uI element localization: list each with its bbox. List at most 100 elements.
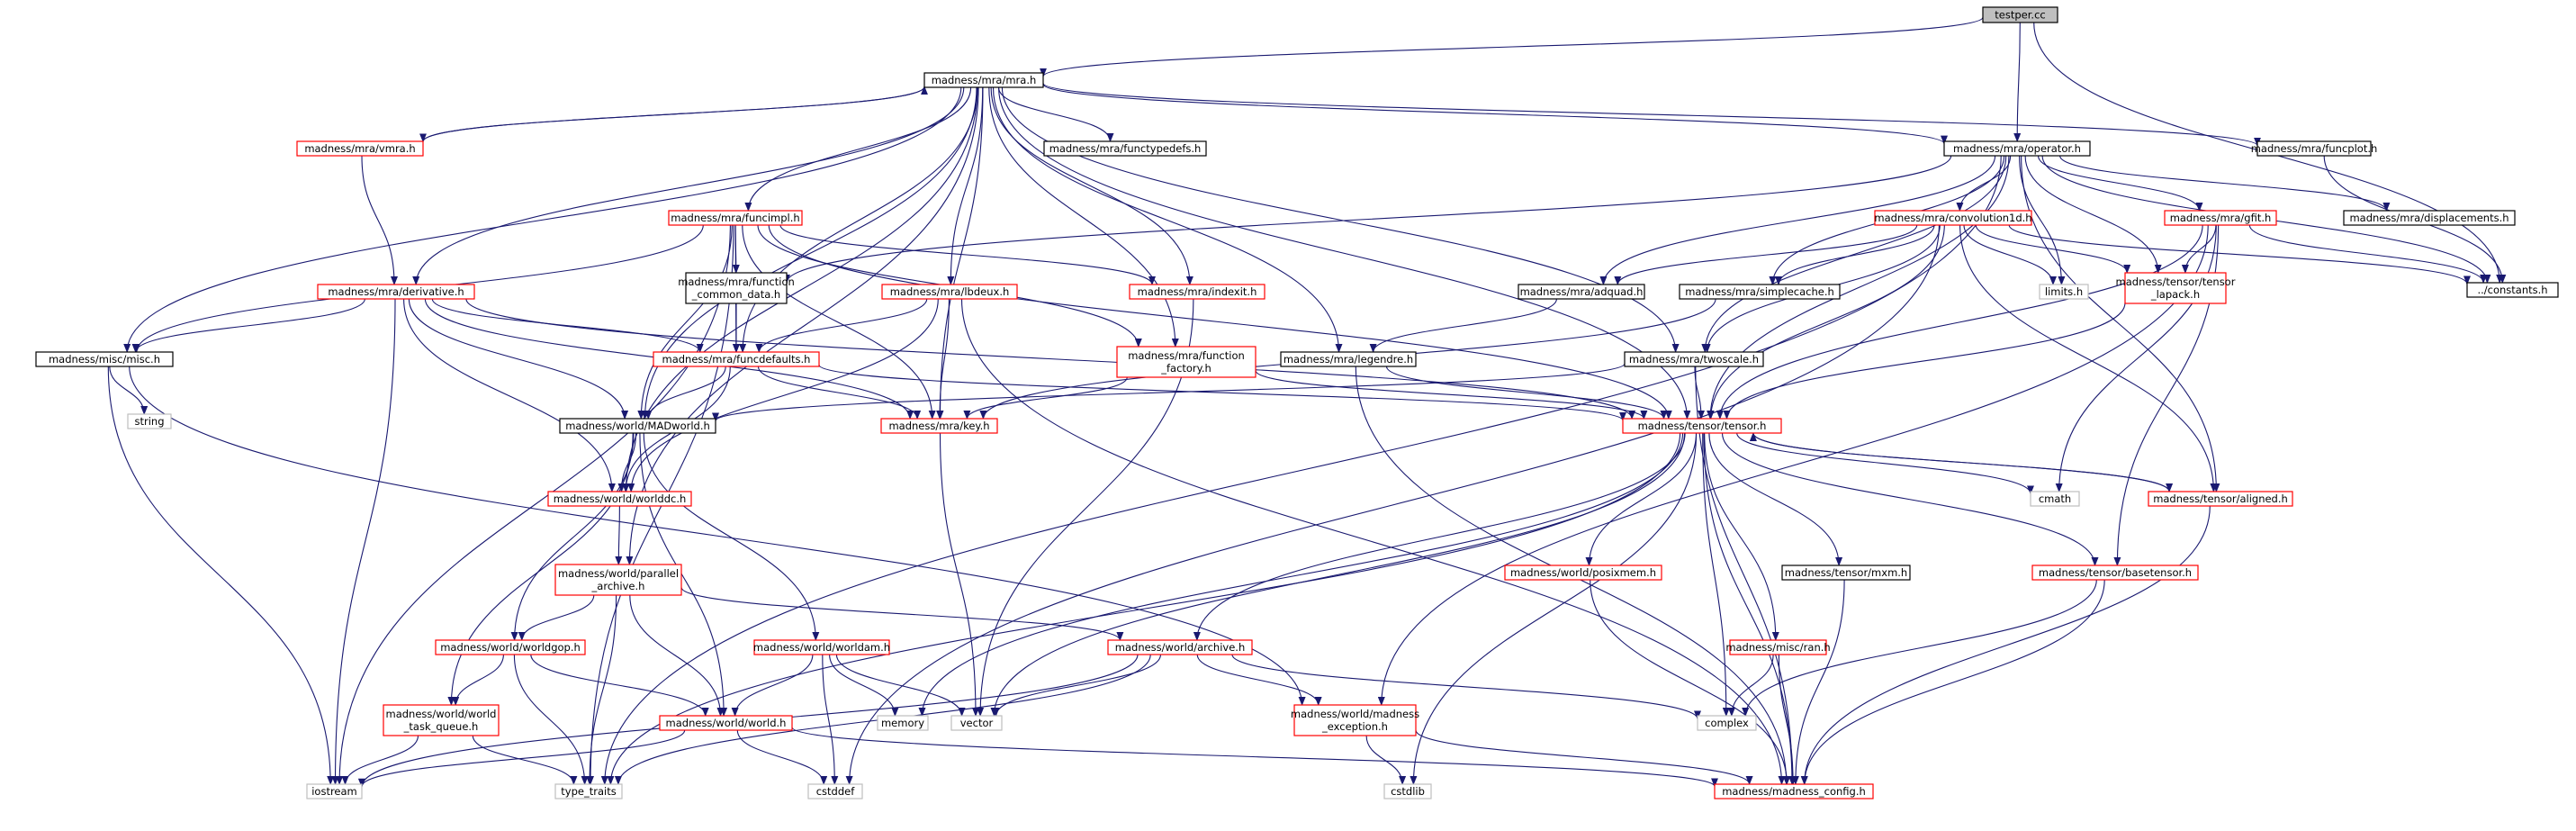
edge-arrow <box>331 298 396 785</box>
node-ran[interactable]: madness/misc/ran.h <box>1725 639 1831 655</box>
node-box <box>127 413 172 429</box>
edge-gfit-to-tensor <box>1716 224 2203 420</box>
edge-arrow <box>757 366 922 420</box>
edge-arrow <box>2248 224 2488 284</box>
edge-arrow <box>990 86 1193 285</box>
edge-vmra-to-derivative <box>361 155 398 285</box>
node-lbdeux[interactable]: madness/mra/lbdeux.h <box>881 284 1018 300</box>
edge-arrow <box>779 224 1156 285</box>
node-box <box>1043 140 1207 157</box>
edge-arrow <box>1614 224 1918 285</box>
node-label: madness/mra/funcdefaults.h <box>662 353 811 366</box>
node-label: vector <box>960 717 994 729</box>
node-worldgop[interactable]: madness/world/worldgop.h <box>435 639 586 655</box>
node-gfit[interactable]: madness/mra/gfit.h <box>2164 210 2277 226</box>
edge-world-to-cstddef <box>736 729 828 785</box>
node-conv1d[interactable]: madness/mra/convolution1d.h <box>1874 210 2032 226</box>
edge-arrow <box>822 654 839 785</box>
node-indexit[interactable]: madness/mra/indexit.h <box>1129 284 1265 300</box>
edge-vmra-to-mra <box>422 86 928 142</box>
edge-lbdeux-to-worlddc <box>627 298 939 492</box>
edge-arrow <box>1800 505 2211 785</box>
node-worldam[interactable]: madness/world/worldam.h <box>753 639 890 655</box>
node-label: cmath <box>2039 492 2071 505</box>
edge-arrow <box>643 432 820 641</box>
edge-arrow <box>530 654 709 717</box>
edge-arrow <box>1001 86 1680 353</box>
edge-arrow <box>361 155 398 285</box>
node-aligned[interactable]: madness/tensor/aligned.h <box>2148 491 2293 507</box>
edge-mra-to-operator <box>1042 83 1948 145</box>
edge-arrow <box>918 432 1684 717</box>
edge-mra-to-twoscale <box>1001 86 1680 353</box>
edge-arrow <box>992 654 1162 717</box>
edge-arrow <box>755 298 928 353</box>
node-box <box>880 418 998 434</box>
node-box <box>2039 284 2089 300</box>
node-vmra[interactable]: madness/mra/vmra.h <box>296 140 424 157</box>
node-box <box>1714 783 1874 799</box>
edge-tensor-to-cstdlib <box>1410 432 1698 785</box>
node-box <box>1679 284 1841 300</box>
edge-tensor-to-basetensor <box>1721 432 2099 566</box>
node-mxm: madness/tensor/mxm.h <box>1781 565 1911 581</box>
edge-arrow <box>1255 370 1648 420</box>
node-box <box>1729 639 1827 655</box>
edge-world-to-iostream <box>358 729 686 788</box>
edge-arrow <box>412 86 965 285</box>
node-box <box>1624 351 1764 367</box>
edge-arrow <box>465 298 1635 420</box>
node-box <box>306 783 363 799</box>
node-constants: ../constants.h <box>2466 282 2559 298</box>
edge-arrow <box>2037 155 2203 212</box>
edge-gfit-to-constants <box>2248 224 2488 284</box>
edge-archive-to-mexception <box>1196 654 1322 706</box>
node-archive[interactable]: madness/world/archive.h <box>1107 639 1253 655</box>
node-posixmem[interactable]: madness/world/posixmem.h <box>1504 565 1662 581</box>
edge-operator-to-tensor <box>1707 155 2010 420</box>
edge-arrow <box>1369 298 1557 353</box>
node-parallel[interactable]: madness/world/parallel_archive.h <box>554 564 682 596</box>
edge-arrow <box>629 594 725 717</box>
node-worlddc[interactable]: madness/world/worlddc.h <box>547 491 692 507</box>
node-world[interactable]: madness/world/world.h <box>659 715 793 731</box>
edge-worldam-to-memory <box>829 654 899 717</box>
edge-arrow <box>947 86 984 285</box>
node-key[interactable]: madness/mra/key.h <box>880 418 998 434</box>
node-label: madness/mra/function <box>678 275 795 288</box>
node-basetensor[interactable]: madness/tensor/basetensor.h <box>2031 565 2199 581</box>
edge-arrow <box>1042 83 1948 145</box>
node-funcdefaults[interactable]: madness/mra/funcdefaults.h <box>653 351 820 367</box>
node-config[interactable]: madness/madness_config.h <box>1714 783 1874 799</box>
node-vector: vector <box>950 715 1003 731</box>
edge-testper-to-mra <box>1040 16 1984 77</box>
node-label: madness/mra/operator.h <box>1953 142 2081 155</box>
edge-arrow <box>1377 224 2209 706</box>
edge-arrow <box>336 224 731 785</box>
node-label: _lapack.h <box>2150 288 2200 301</box>
node-tensorlapack[interactable]: madness/tensor/tensor_lapack.h <box>2116 272 2236 304</box>
node-label: madness/world/worldam.h <box>753 641 890 654</box>
edge-taskqueue-to-typetraits <box>472 735 578 785</box>
edge-mra-to-funcplot <box>1042 82 2261 147</box>
edge-tensor-to-posixmem <box>1585 432 1698 566</box>
edge-twoscale-to-tensor <box>1694 366 1705 420</box>
edge-testper-to-operator <box>2013 22 2022 142</box>
edge-arrow <box>960 298 1786 785</box>
edge-arrow <box>1775 224 1935 285</box>
node-funcimpl[interactable]: madness/mra/funcimpl.h <box>668 210 803 226</box>
edge-tensor-to-config <box>1703 432 1796 785</box>
edge-arrow <box>1040 16 1984 77</box>
node-tensor[interactable]: madness/tensor/tensor.h <box>1622 418 1782 434</box>
node-box <box>547 491 692 507</box>
node-box <box>1504 565 1662 581</box>
node-funcfactory[interactable]: madness/mra/function_factory.h <box>1116 346 1256 378</box>
node-label: cstddef <box>816 785 855 798</box>
node-mexception[interactable]: madness/world/madness_exception.h <box>1291 704 1419 736</box>
node-box <box>2256 140 2372 157</box>
node-taskqueue[interactable]: madness/world/world_task_queue.h <box>383 704 500 736</box>
node-derivative[interactable]: madness/mra/derivative.h <box>317 284 475 300</box>
node-box <box>1293 704 1417 736</box>
edge-arrow <box>422 86 928 142</box>
edge-arrow <box>2181 224 2217 274</box>
